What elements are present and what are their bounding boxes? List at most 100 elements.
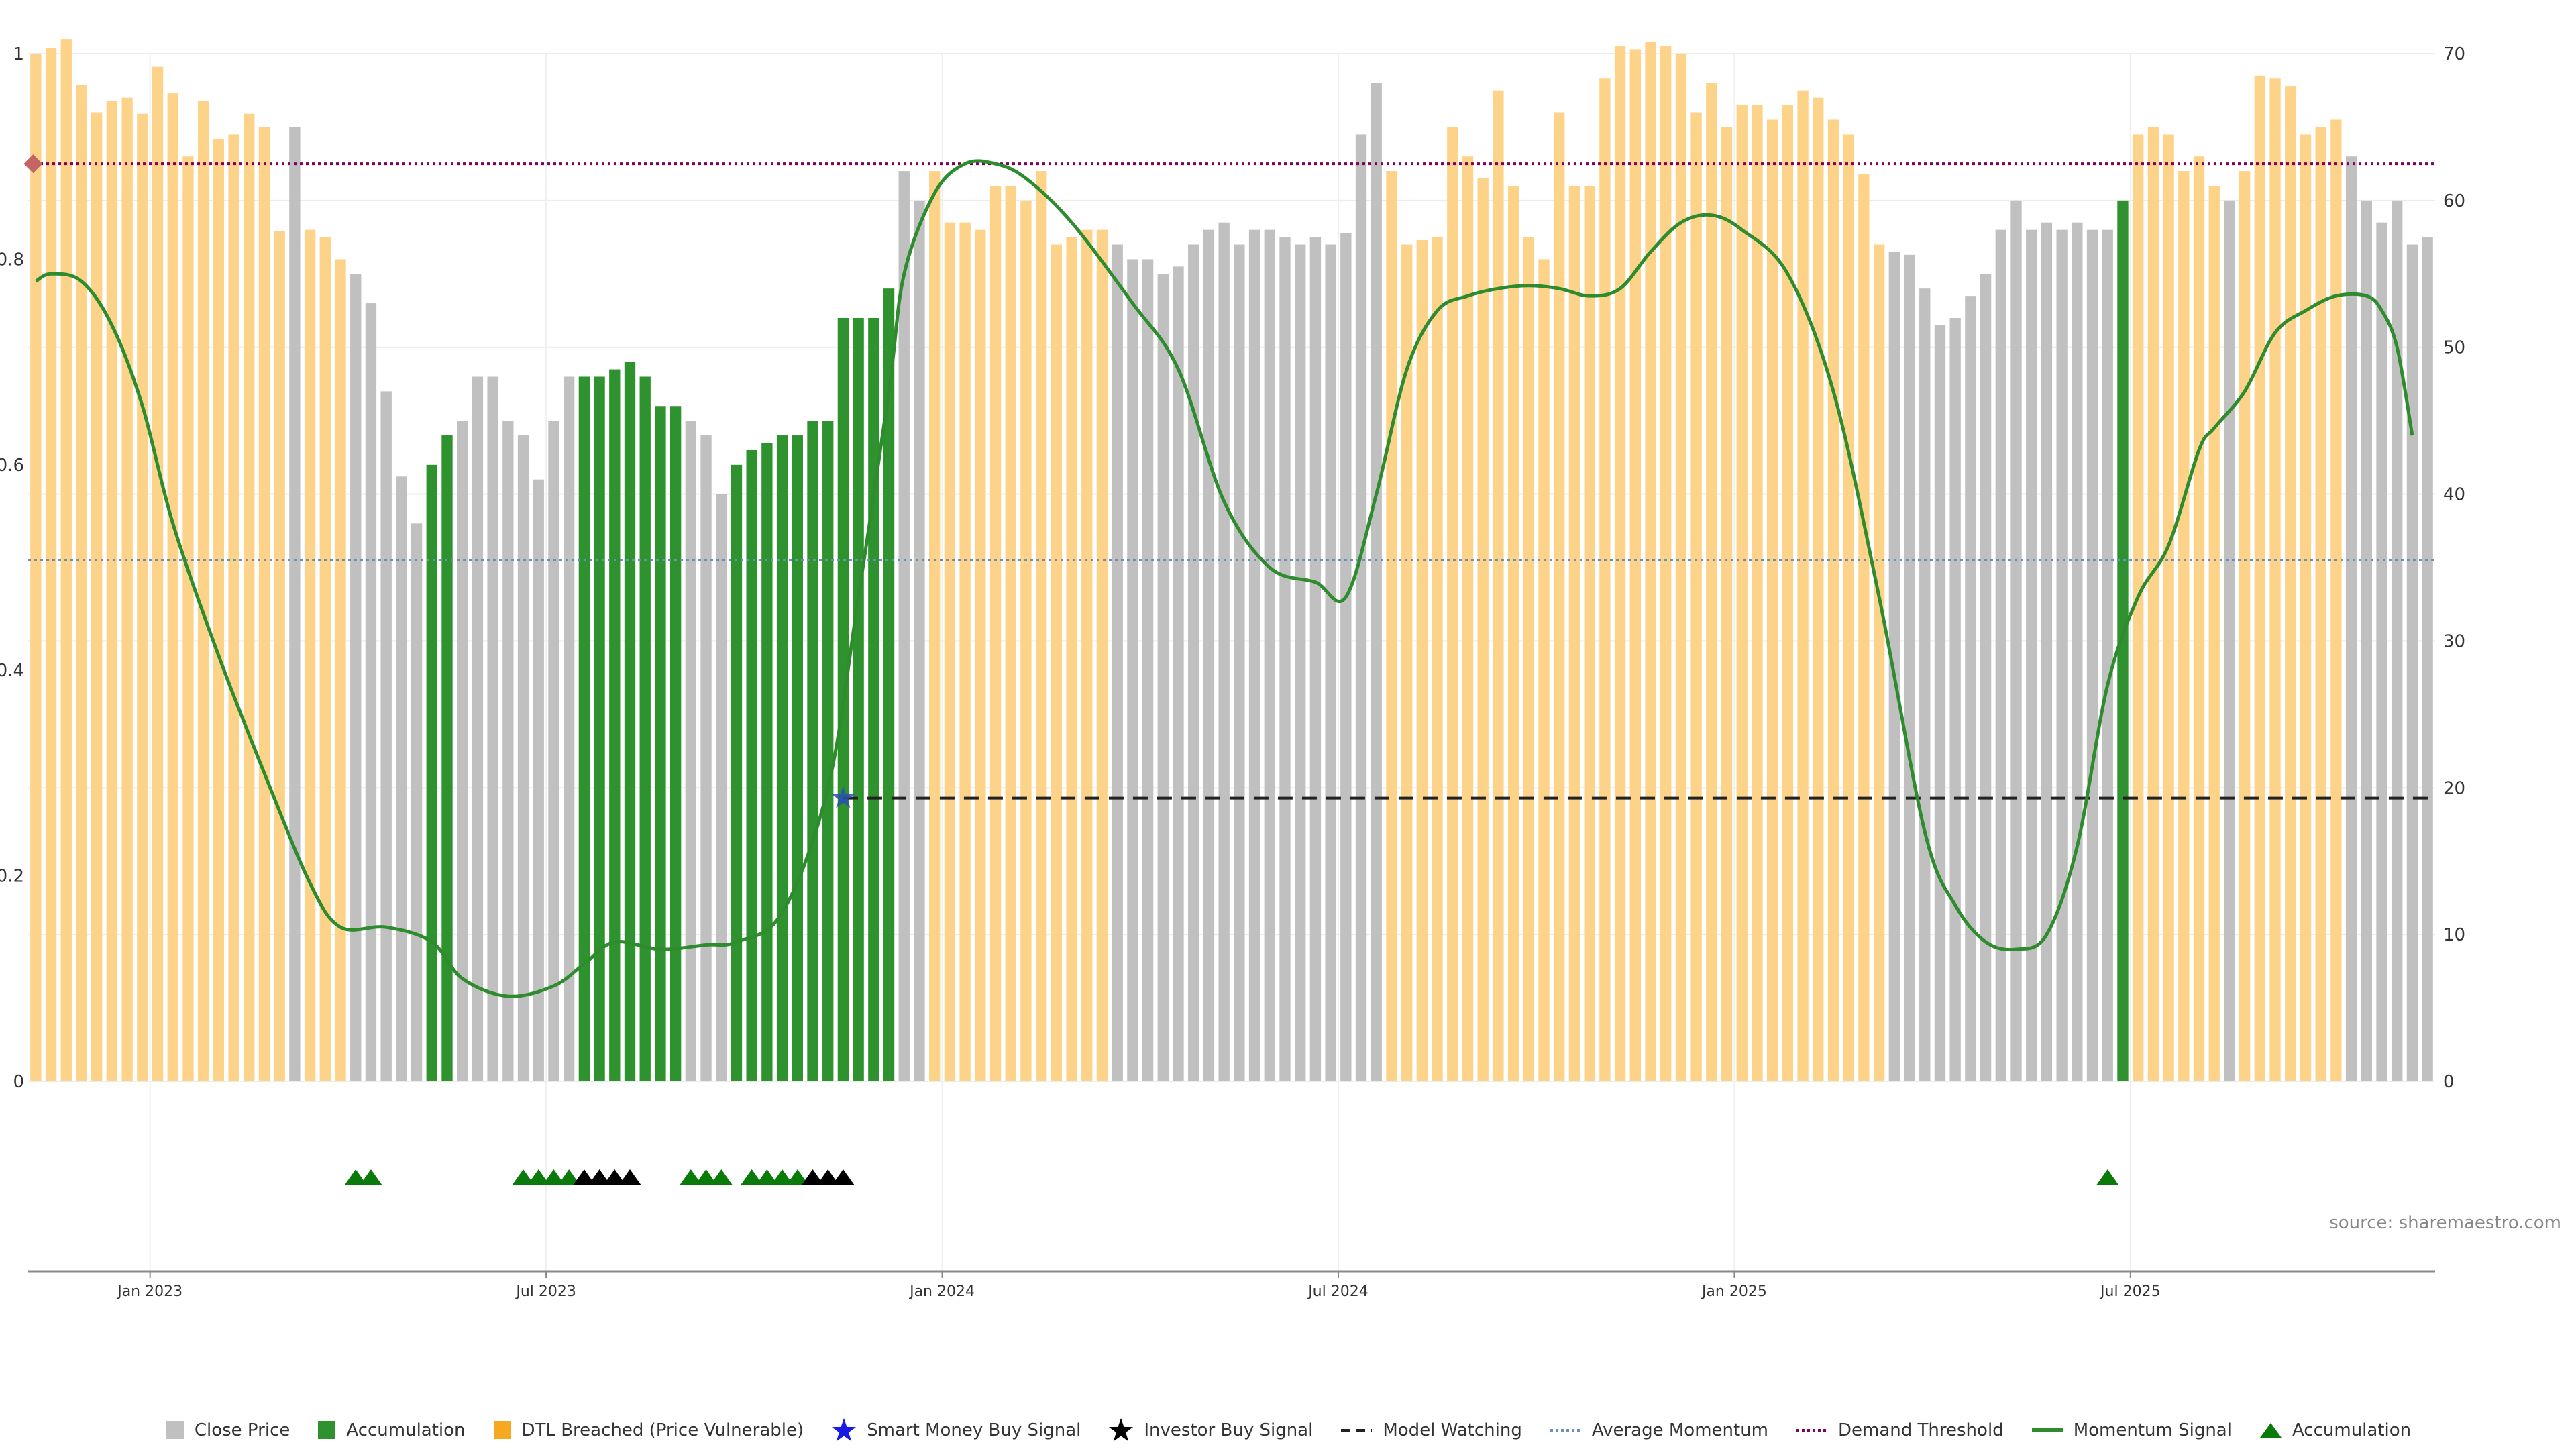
bar-50	[792, 435, 803, 1081]
left-tick-0: 0	[13, 1072, 24, 1092]
bar-150	[2315, 127, 2326, 1081]
bar-24	[396, 476, 407, 1081]
accumulation-triangle-1	[359, 1169, 382, 1185]
accumulation-triangle-13	[2096, 1169, 2119, 1185]
legend-item-accumulation: Accumulation	[317, 1420, 466, 1440]
bar-0	[30, 54, 42, 1081]
bar-119	[1843, 134, 1854, 1081]
bar-155	[2392, 200, 2403, 1081]
x-tick-5: Jul 2025	[2099, 1283, 2161, 1300]
bar-5	[106, 101, 118, 1081]
legend-label: Smart Money Buy Signal	[867, 1420, 1081, 1440]
smart-money-star-0	[831, 786, 855, 808]
bar-98	[1523, 237, 1534, 1082]
bar-111	[1721, 127, 1733, 1081]
bar-64	[1005, 185, 1016, 1081]
bar-12	[213, 138, 225, 1082]
bar-78	[1218, 222, 1230, 1082]
legend-item-close: Close Price	[165, 1420, 290, 1440]
bar-22	[365, 303, 377, 1081]
bar-15	[258, 127, 270, 1081]
bar-85	[1325, 244, 1336, 1081]
bar-105	[1629, 49, 1641, 1081]
bar-80	[1248, 229, 1260, 1082]
bar-117	[1813, 97, 1824, 1082]
accumulation-triangle-11	[771, 1169, 794, 1185]
bar-19	[319, 237, 331, 1082]
bar-28	[457, 421, 468, 1081]
bar-14	[244, 113, 255, 1081]
bar-23	[380, 391, 392, 1082]
bar-47	[746, 449, 757, 1081]
accumulation-triangle-8	[710, 1169, 733, 1185]
bar-126	[1949, 317, 1961, 1081]
bar-9	[167, 93, 178, 1081]
bar-148	[2285, 86, 2296, 1082]
bar-120	[1858, 174, 1870, 1081]
bar-141	[2178, 171, 2190, 1082]
legend-item-dtl: DTL Breached (Price Vulnerable)	[492, 1420, 804, 1440]
bar-122	[1888, 252, 1900, 1081]
bar-42	[669, 406, 682, 1081]
legend: Close Price Accumulation DTL Breached (Pri…	[0, 1417, 2576, 1444]
legend-item-demand: Demand Threshold	[1795, 1420, 2004, 1440]
bar-136	[2102, 229, 2113, 1082]
bar-109	[1690, 112, 1702, 1082]
bar-106	[1645, 42, 1656, 1081]
legend-item-avg: Average Momentum	[1549, 1420, 1768, 1440]
bar-86	[1340, 233, 1352, 1081]
bar-55	[868, 317, 879, 1081]
accumulation-triangle-10	[755, 1169, 779, 1185]
bar-40	[639, 376, 651, 1081]
bar-74	[1157, 274, 1169, 1082]
investor-triangle-2	[603, 1169, 627, 1185]
accumulation-triangle-0	[344, 1169, 368, 1185]
bar-149	[2300, 134, 2312, 1081]
left-tick-5: 1	[13, 44, 24, 64]
right-tick-7: 70	[2443, 44, 2465, 64]
right-tick-1: 10	[2443, 925, 2465, 945]
bar-75	[1173, 266, 1184, 1081]
bar-135	[2086, 229, 2098, 1082]
bar-38	[609, 369, 621, 1081]
x-tick-2: Jan 2024	[908, 1283, 975, 1300]
bar-138	[2133, 134, 2144, 1081]
bar-90	[1401, 244, 1413, 1081]
right-tick-5: 50	[2443, 338, 2465, 358]
legend-label: Close Price	[194, 1420, 290, 1440]
bar-81	[1264, 229, 1275, 1082]
bar-134	[2072, 222, 2083, 1082]
momentum-signal	[35, 159, 2414, 998]
x-tick-1: Jul 2023	[515, 1283, 576, 1300]
bar-3	[76, 84, 87, 1082]
bar-156	[2406, 244, 2418, 1081]
bar-69	[1081, 229, 1093, 1082]
bar-27	[441, 435, 453, 1081]
bar-44	[700, 435, 712, 1081]
legend-item-smart_money: Smart Money Buy Signal	[830, 1417, 1081, 1444]
accumulation-triangle-6	[679, 1169, 702, 1185]
bar-107	[1660, 46, 1672, 1082]
bar-84	[1309, 237, 1322, 1082]
bar-102	[1584, 185, 1595, 1081]
legend-label: Average Momentum	[1591, 1420, 1769, 1440]
left-tick-3: 0.6	[0, 455, 24, 476]
legend-label: Accumulation	[346, 1420, 466, 1440]
source-label: source: sharemaestro.com	[2329, 1213, 2561, 1233]
bar-16	[274, 231, 285, 1081]
bar-45	[716, 494, 727, 1081]
right-tick-3: 30	[2443, 631, 2465, 651]
bar-13	[228, 134, 239, 1081]
bar-151	[2330, 119, 2342, 1081]
bar-8	[152, 66, 164, 1081]
bar-68	[1066, 237, 1077, 1082]
bar-71	[1112, 244, 1123, 1081]
bar-76	[1188, 244, 1199, 1081]
bar-20	[335, 259, 346, 1081]
legend-label: DTL Breached (Price Vulnerable)	[521, 1420, 804, 1440]
bar-25	[411, 523, 423, 1081]
bar-48	[761, 442, 773, 1081]
bar-46	[731, 464, 743, 1081]
bar-43	[685, 421, 697, 1081]
bar-145	[2239, 171, 2251, 1082]
